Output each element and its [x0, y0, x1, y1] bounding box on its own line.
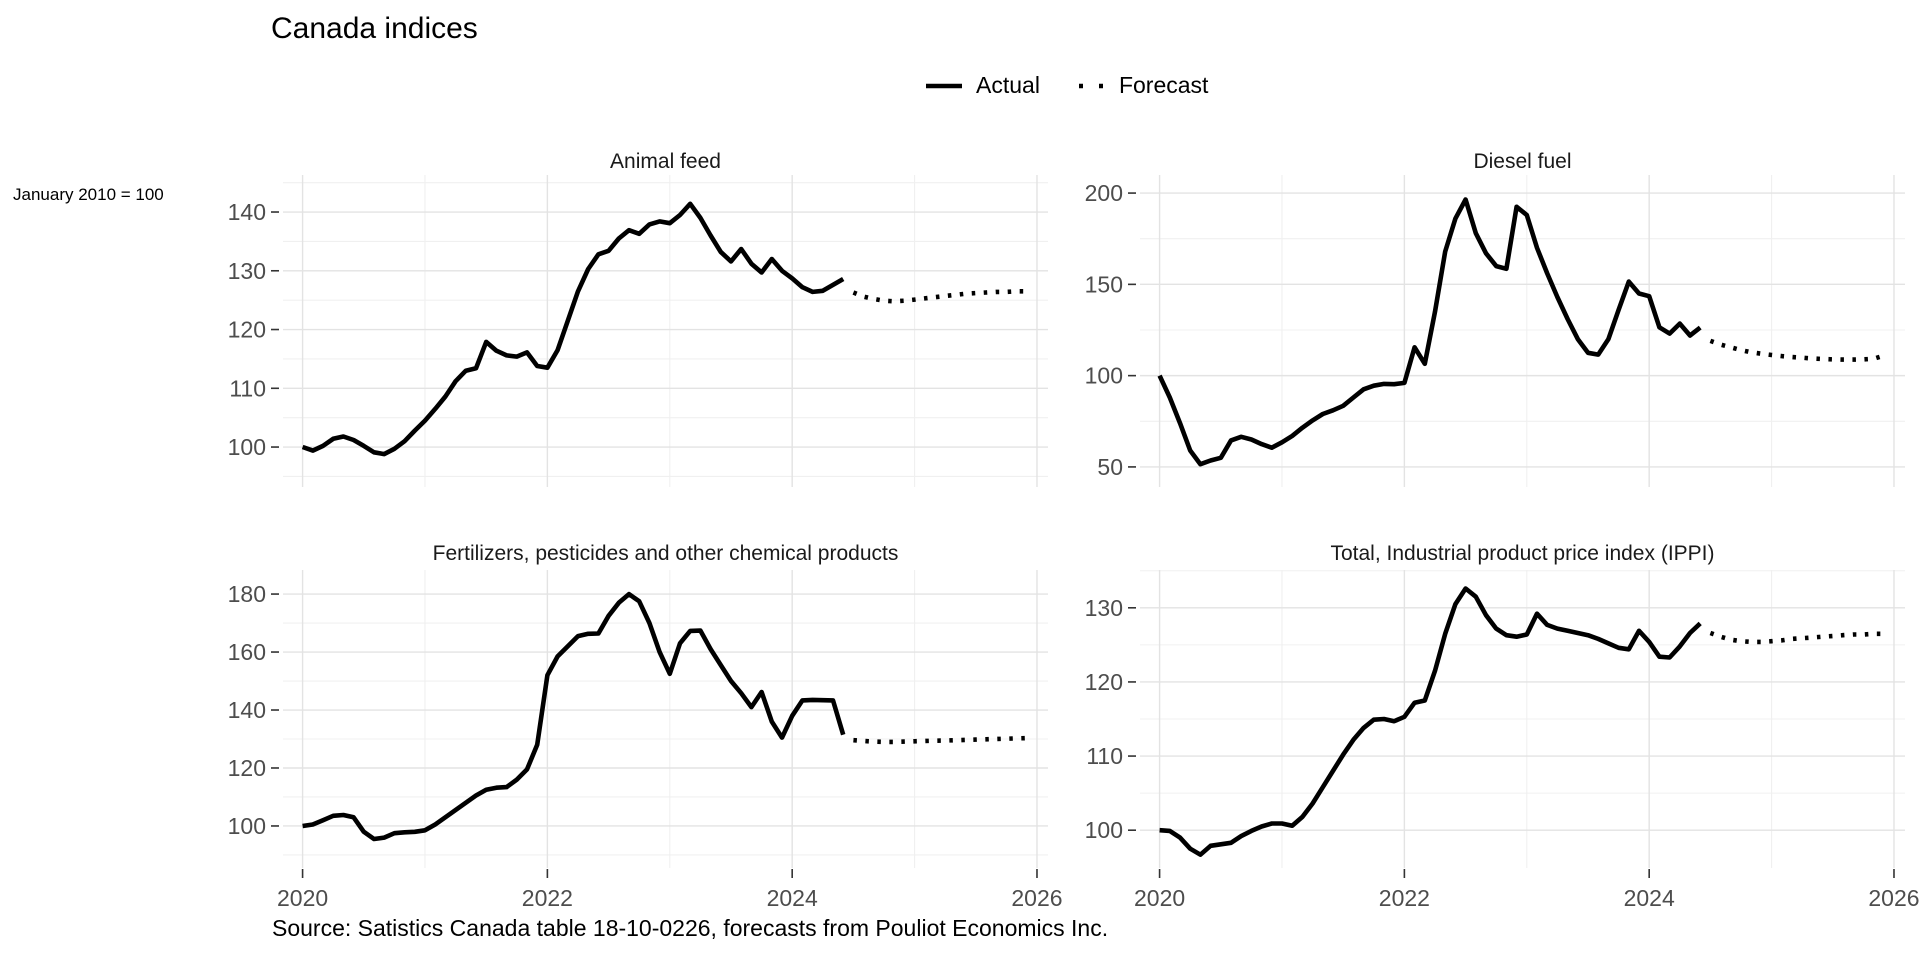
y-tick-label: 100	[1085, 363, 1123, 389]
legend: Actual Forecast	[925, 72, 1208, 99]
y-tick-label: 140	[228, 199, 266, 225]
legend-actual-label: Actual	[976, 72, 1040, 98]
y-tick-label: 110	[229, 375, 266, 401]
y-tick-label: 100	[1085, 817, 1123, 843]
source-note: Source: Satistics Canada table 18-10-022…	[272, 915, 1109, 941]
y-tick-label: 120	[228, 317, 266, 343]
x-tick-label: 2024	[767, 885, 818, 911]
y-tick-label: 100	[228, 434, 266, 460]
actual-line	[301, 201, 845, 457]
page-title: Canada indices	[271, 12, 478, 45]
forecast-line	[1709, 338, 1885, 362]
actual-line	[302, 591, 846, 842]
solid-line-key-icon	[926, 83, 962, 88]
diesel-fuel-chart: 50 100 150 200 Diesel fuel	[1085, 150, 1905, 487]
fertilizers-chart: 100 120 140 160 180 2020 2022 2024 2026 Fertilize…	[228, 542, 1063, 911]
y-tick-label: 160	[228, 639, 266, 665]
panel-title: Diesel fuel	[1473, 150, 1571, 173]
forecast-line	[853, 735, 1027, 745]
x-tick-label: 2024	[1624, 885, 1675, 911]
ippi-chart: 100 110 120 130 2020 2022 2024 2026 Total, Indus…	[1085, 542, 1920, 911]
animal-feed-chart: 100 110 120 130 140 Animal feed	[228, 150, 1048, 487]
x-tick-label: 2020	[1134, 885, 1185, 911]
y-tick-label: 110	[1086, 743, 1123, 769]
legend-forecast-item: Forecast	[1078, 72, 1208, 99]
y-tick-label: 100	[228, 813, 266, 839]
legend-forecast-label: Forecast	[1118, 72, 1209, 98]
y-tick-label: 130	[228, 258, 266, 284]
y-tick-label: 120	[1085, 669, 1123, 695]
forecast-line	[852, 289, 1027, 304]
y-tick-label: 140	[228, 697, 266, 723]
panel-title: Animal feed	[610, 150, 721, 173]
x-tick-label: 2020	[277, 885, 328, 911]
y-tick-label: 130	[1085, 595, 1123, 621]
forecast-line	[1709, 630, 1884, 645]
y-tick-label: 120	[228, 755, 266, 781]
y-tick-label: 200	[1085, 180, 1123, 206]
actual-line	[1157, 197, 1702, 467]
y-tick-label: 50	[1097, 454, 1123, 480]
dotted-line-key-icon	[1078, 83, 1106, 88]
panel-title: Total, Industrial product price index (I…	[1330, 542, 1714, 565]
x-tick-label: 2026	[1011, 885, 1062, 911]
legend-actual-item: Actual	[925, 72, 1040, 99]
y-tick-label: 150	[1085, 271, 1123, 297]
x-tick-label: 2026	[1868, 885, 1919, 911]
index-base-note: January 2010 = 100	[13, 185, 164, 204]
panel-title: Fertilizers, pesticides and other chemic…	[433, 542, 899, 565]
actual-line	[1159, 586, 1702, 857]
x-tick-label: 2022	[1379, 885, 1430, 911]
x-tick-label: 2022	[522, 885, 573, 911]
y-tick-label: 180	[228, 581, 266, 607]
